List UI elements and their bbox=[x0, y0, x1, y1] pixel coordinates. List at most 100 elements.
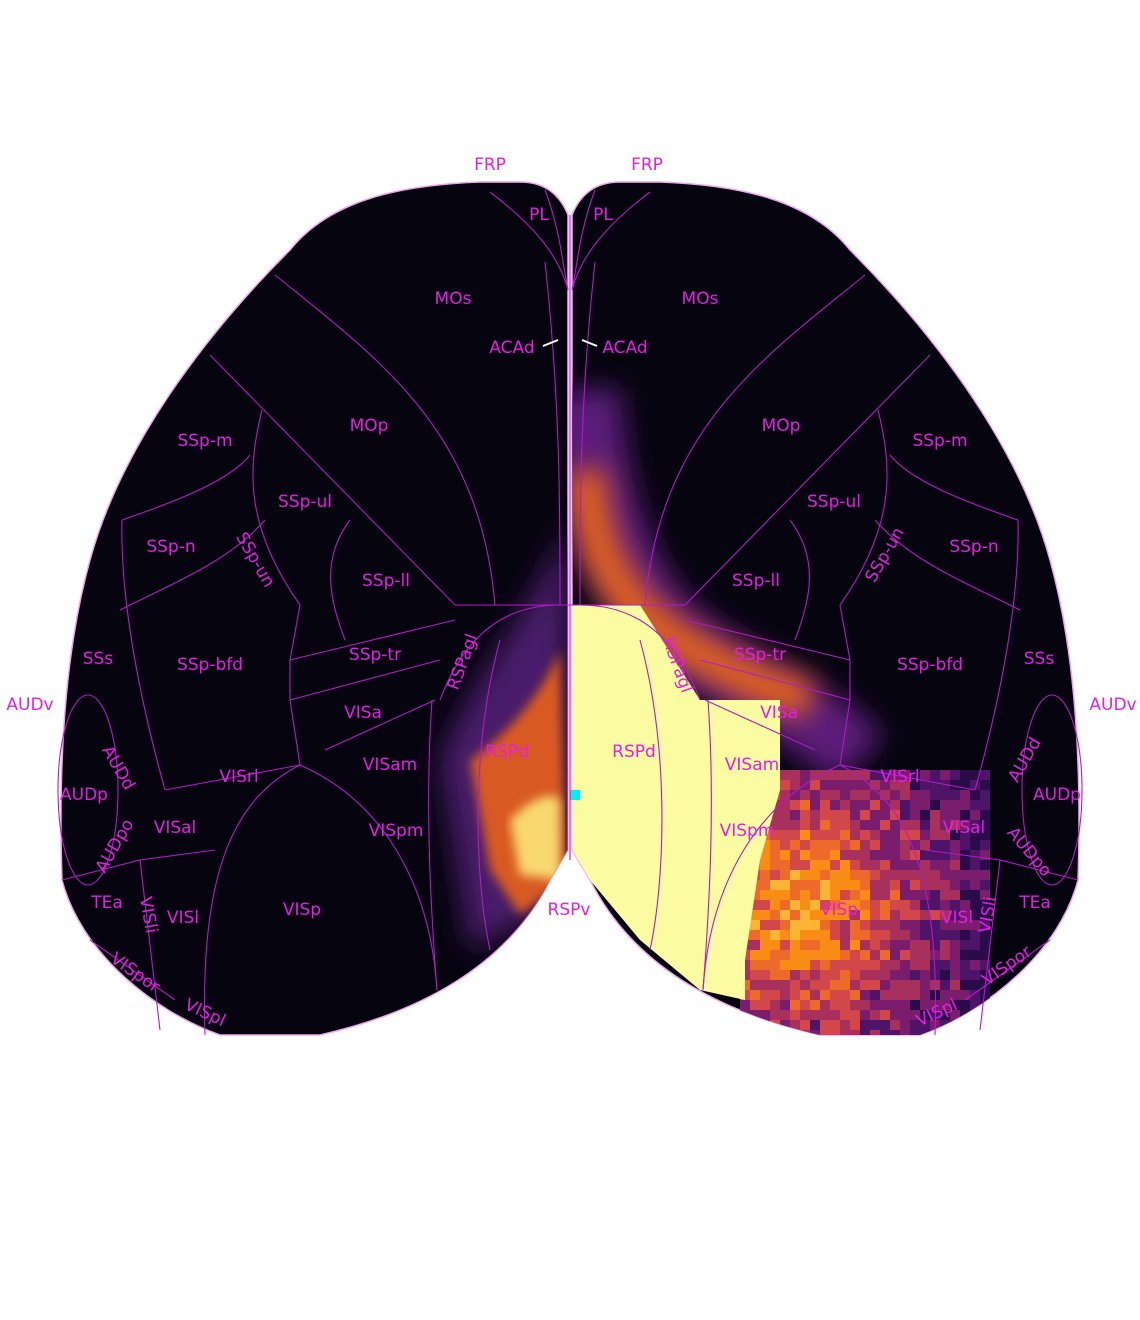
speckle-pixel bbox=[740, 1020, 750, 1030]
speckle-pixel bbox=[970, 780, 980, 790]
speckle-pixel bbox=[810, 890, 820, 900]
speckle-pixel bbox=[950, 930, 960, 940]
speckle-pixel bbox=[830, 770, 840, 780]
speckle-pixel bbox=[780, 950, 790, 960]
speckle-pixel bbox=[950, 830, 960, 840]
speckle-pixel bbox=[810, 780, 820, 790]
speckle-pixel bbox=[870, 850, 880, 860]
speckle-pixel bbox=[950, 820, 960, 830]
speckle-pixel bbox=[970, 950, 980, 960]
speckle-pixel bbox=[950, 880, 960, 890]
speckle-pixel bbox=[800, 840, 810, 850]
speckle-pixel bbox=[890, 900, 900, 910]
speckle-pixel bbox=[820, 1010, 830, 1020]
speckle-pixel bbox=[960, 940, 970, 950]
speckle-pixel bbox=[940, 970, 950, 980]
speckle-pixel bbox=[950, 840, 960, 850]
speckle-pixel bbox=[750, 920, 760, 930]
speckle-pixel bbox=[900, 1000, 910, 1010]
speckle-pixel bbox=[900, 940, 910, 950]
speckle-pixel bbox=[950, 850, 960, 860]
speckle-pixel bbox=[860, 860, 870, 870]
speckle-pixel bbox=[950, 890, 960, 900]
speckle-pixel bbox=[870, 1000, 880, 1010]
speckle-pixel bbox=[820, 970, 830, 980]
speckle-pixel bbox=[830, 870, 840, 880]
speckle-pixel bbox=[790, 870, 800, 880]
region-label: VISpm bbox=[369, 821, 424, 841]
speckle-pixel bbox=[780, 890, 790, 900]
speckle-pixel bbox=[880, 790, 890, 800]
speckle-pixel bbox=[980, 770, 990, 780]
speckle-pixel bbox=[780, 860, 790, 870]
speckle-pixel bbox=[920, 960, 930, 970]
speckle-pixel bbox=[830, 1020, 840, 1030]
speckle-pixel bbox=[880, 940, 890, 950]
speckle-pixel bbox=[850, 900, 860, 910]
speckle-pixel bbox=[770, 980, 780, 990]
speckle-pixel bbox=[780, 990, 790, 1000]
speckle-pixel bbox=[900, 930, 910, 940]
speckle-pixel bbox=[950, 790, 960, 800]
speckle-pixel bbox=[940, 880, 950, 890]
speckle-pixel bbox=[870, 780, 880, 790]
speckle-pixel bbox=[940, 930, 950, 940]
speckle-pixel bbox=[800, 860, 810, 870]
speckle-pixel bbox=[950, 970, 960, 980]
speckle-pixel bbox=[970, 990, 980, 1000]
speckle-pixel bbox=[960, 910, 970, 920]
speckle-pixel bbox=[840, 770, 850, 780]
speckle-pixel bbox=[980, 910, 990, 920]
speckle-pixel bbox=[910, 780, 920, 790]
speckle-pixel bbox=[960, 1030, 970, 1035]
speckle-pixel bbox=[860, 1030, 870, 1035]
speckle-pixel bbox=[760, 900, 770, 910]
speckle-pixel bbox=[940, 900, 950, 910]
speckle-pixel bbox=[960, 950, 970, 960]
speckle-pixel bbox=[820, 920, 830, 930]
speckle-pixel bbox=[920, 940, 930, 950]
speckle-pixel bbox=[770, 890, 780, 900]
speckle-pixel bbox=[770, 830, 780, 840]
speckle-pixel bbox=[790, 990, 800, 1000]
left-activity bbox=[440, 520, 568, 950]
speckle-pixel bbox=[850, 890, 860, 900]
speckle-pixel bbox=[840, 790, 850, 800]
speckle-pixel bbox=[820, 940, 830, 950]
speckle-pixel bbox=[910, 930, 920, 940]
speckle-pixel bbox=[870, 810, 880, 820]
speckle-pixel bbox=[870, 1020, 880, 1030]
speckle-pixel bbox=[800, 980, 810, 990]
speckle-pixel bbox=[950, 1010, 960, 1020]
speckle-pixel bbox=[820, 810, 830, 820]
region-label: SSp-n bbox=[949, 537, 998, 557]
speckle-pixel bbox=[760, 950, 770, 960]
speckle-pixel bbox=[870, 900, 880, 910]
speckle-pixel bbox=[980, 880, 990, 890]
speckle-pixel bbox=[870, 830, 880, 840]
speckle-pixel bbox=[750, 930, 760, 940]
speckle-pixel bbox=[810, 1010, 820, 1020]
speckle-pixel bbox=[910, 800, 920, 810]
speckle-pixel bbox=[940, 870, 950, 880]
speckle-pixel bbox=[880, 830, 890, 840]
speckle-pixel bbox=[890, 870, 900, 880]
speckle-pixel bbox=[870, 800, 880, 810]
speckle-pixel bbox=[920, 910, 930, 920]
speckle-pixel bbox=[820, 960, 830, 970]
speckle-pixel bbox=[930, 810, 940, 820]
speckle-pixel bbox=[770, 880, 780, 890]
speckle-pixel bbox=[970, 770, 980, 780]
speckle-pixel bbox=[830, 900, 840, 910]
speckle-pixel bbox=[820, 890, 830, 900]
speckle-pixel bbox=[850, 810, 860, 820]
region-label: SSp-ll bbox=[362, 571, 410, 591]
speckle-pixel bbox=[970, 900, 980, 910]
speckle-pixel bbox=[960, 890, 970, 900]
speckle-pixel bbox=[820, 1020, 830, 1030]
speckle-pixel bbox=[880, 770, 890, 780]
speckle-pixel bbox=[980, 890, 990, 900]
speckle-pixel bbox=[850, 910, 860, 920]
speckle-pixel bbox=[960, 840, 970, 850]
speckle-pixel bbox=[800, 1000, 810, 1010]
